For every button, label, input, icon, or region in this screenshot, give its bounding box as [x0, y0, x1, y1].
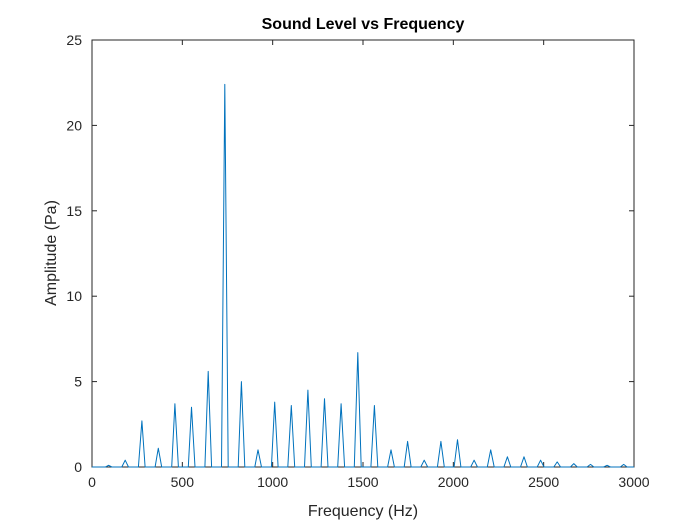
plot-area: 0 500 1000 1500 2000 2500 3000 0 5 10 15 20 25	[66, 32, 649, 490]
x-tick-label: 1500	[347, 474, 378, 490]
x-tick-label: 500	[171, 474, 195, 490]
y-tick-label: 10	[66, 288, 82, 304]
y-tick-label: 15	[66, 203, 82, 219]
y-axis-ticks: 0 5 10 15 20 25	[66, 32, 634, 475]
x-tick-label: 0	[88, 474, 96, 490]
y-axis-label: Amplitude (Pa)	[43, 200, 60, 306]
y-tick-label: 25	[66, 32, 82, 48]
x-tick-label: 1000	[257, 474, 288, 490]
x-axis-ticks: 0 500 1000 1500 2000 2500 3000	[88, 40, 650, 490]
y-tick-label: 5	[74, 374, 82, 390]
series-layer	[92, 83, 634, 468]
y-tick-label: 20	[66, 117, 82, 133]
x-tick-label: 3000	[618, 474, 649, 490]
x-axis-label: Frequency (Hz)	[308, 503, 418, 520]
axes-box	[91, 39, 635, 468]
chart-title: Sound Level vs Frequency	[262, 16, 465, 33]
x-tick-label: 2000	[438, 474, 469, 490]
series-line	[92, 83, 634, 468]
x-tick-label: 2500	[528, 474, 559, 490]
y-tick-label: 0	[74, 459, 82, 475]
